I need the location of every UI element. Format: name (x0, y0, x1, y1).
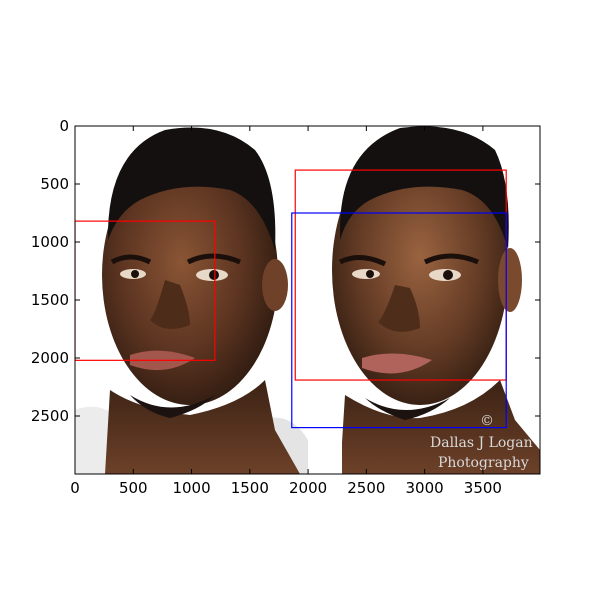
left-face-photo (75, 127, 308, 474)
y-tick-label: 2500 (31, 407, 69, 425)
y-tick-label: 500 (40, 175, 69, 193)
y-tick-label: 1000 (31, 233, 69, 251)
x-tick-label: 2000 (289, 479, 327, 497)
watermark-line-2: Photography (438, 455, 529, 471)
bounding-boxes (75, 169, 507, 429)
watermark-line-1: Dallas J Logan (430, 435, 533, 451)
x-tick-label: 0 (70, 479, 80, 497)
blue-box-right (291, 212, 507, 429)
y-tick-label: 2000 (31, 349, 69, 367)
x-tick-label: 1500 (231, 479, 269, 497)
x-tick-label: 3000 (406, 479, 444, 497)
watermark-copyright: © (480, 413, 494, 429)
red-box-left (75, 220, 216, 361)
x-tick-label: 500 (119, 479, 148, 497)
x-axis: 0 500 1000 1500 2000 2500 3000 3500 (70, 126, 502, 497)
x-tick-label: 1000 (172, 479, 210, 497)
y-tick-label: 0 (59, 117, 69, 135)
y-tick-label: 1500 (31, 291, 69, 309)
y-axis: 0 500 1000 1500 2000 2500 (31, 117, 540, 425)
x-tick-label: 2500 (347, 479, 385, 497)
x-tick-label: 3500 (464, 479, 502, 497)
photo: © Dallas J Logan Photography (75, 126, 540, 474)
